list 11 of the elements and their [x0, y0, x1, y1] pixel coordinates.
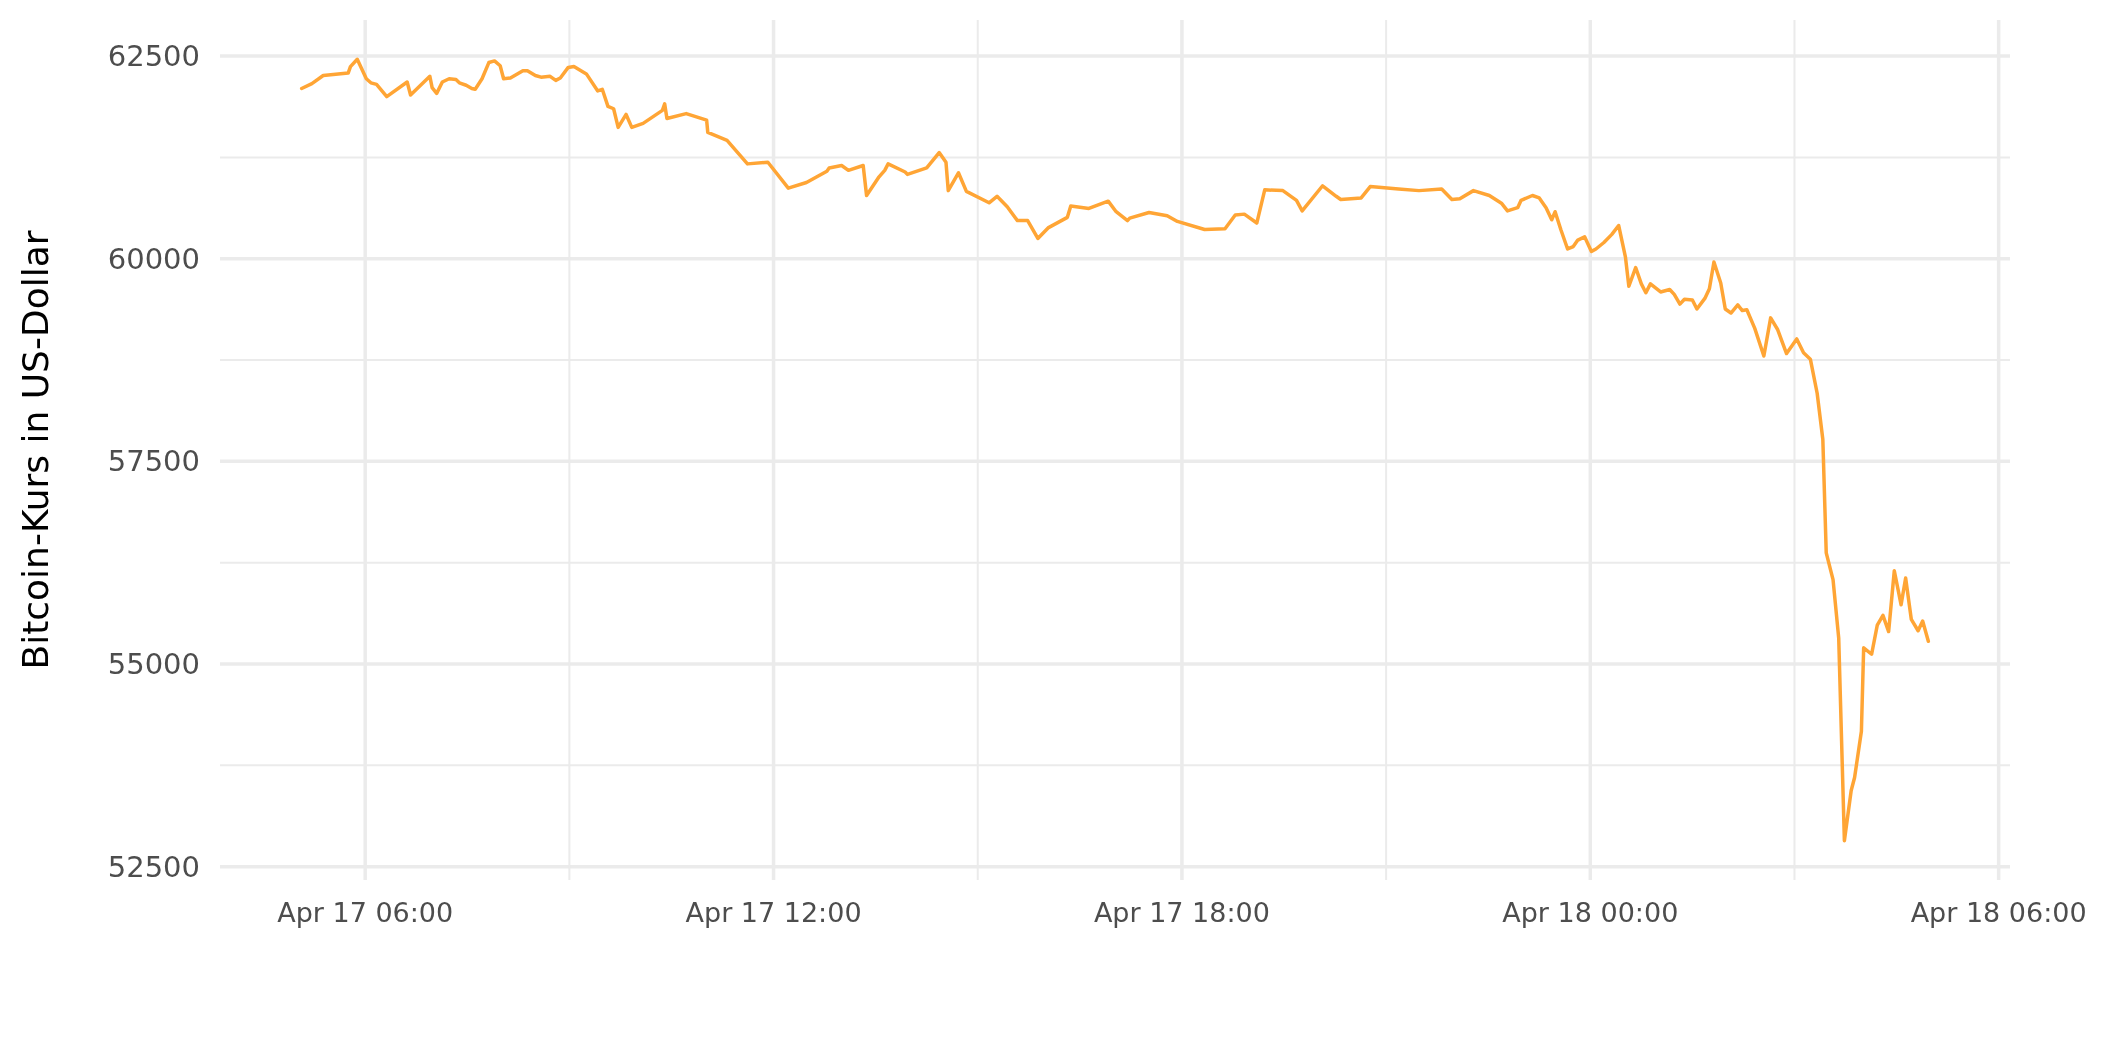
y-tick-label: 55000: [107, 647, 200, 682]
x-tick-label: Apr 18 06:00: [1910, 897, 2087, 928]
x-tick-label: Apr 17 06:00: [277, 897, 454, 928]
y-tick-label: 62500: [107, 39, 200, 74]
y-axis-title: Bitcoin-Kurs in US-Dollar: [15, 230, 56, 670]
y-tick-label: 52500: [107, 849, 200, 884]
x-tick-label: Apr 17 12:00: [685, 897, 862, 928]
y-tick-label: 57500: [107, 444, 200, 479]
x-tick-label: Apr 17 18:00: [1093, 897, 1270, 928]
x-tick-label: Apr 18 00:00: [1502, 897, 1679, 928]
y-tick-label: 60000: [107, 241, 200, 276]
